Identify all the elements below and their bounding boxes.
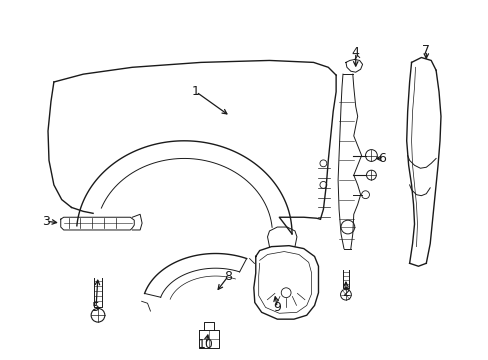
Text: 3: 3 [42, 215, 50, 228]
Text: 9: 9 [273, 301, 281, 314]
Text: 5: 5 [92, 301, 100, 314]
Text: 2: 2 [341, 286, 349, 299]
Text: 1: 1 [192, 85, 200, 98]
Text: 4: 4 [351, 46, 359, 59]
Text: 8: 8 [224, 270, 232, 283]
Text: 10: 10 [198, 338, 213, 351]
Text: 6: 6 [378, 152, 386, 165]
Text: 7: 7 [422, 44, 429, 57]
